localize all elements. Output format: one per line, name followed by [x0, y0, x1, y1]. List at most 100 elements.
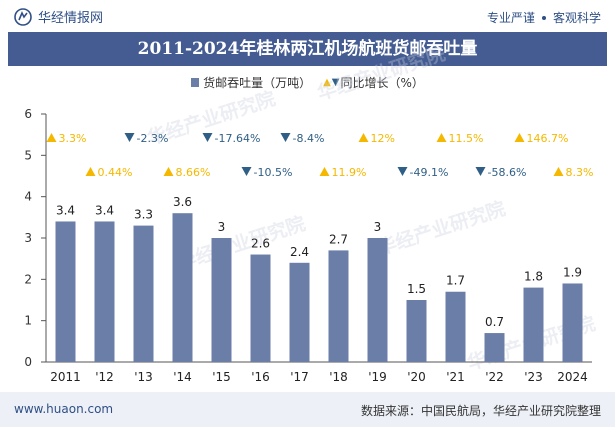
- y-tick-label: 2: [24, 272, 32, 286]
- bar-value-label: 3.4: [95, 203, 114, 217]
- y-tick-label: 3: [24, 231, 32, 245]
- legend-bar-swatch: [191, 78, 200, 87]
- x-tick-label: '16: [251, 370, 270, 384]
- bar: [94, 221, 115, 362]
- x-tick-label: '19: [368, 370, 387, 384]
- growth-label: -58.6%: [488, 166, 527, 179]
- x-tick-label: '13: [134, 370, 153, 384]
- growth-up-marker: [358, 133, 369, 142]
- growth-up-marker: [85, 167, 96, 176]
- growth-label: 0.44%: [98, 166, 133, 179]
- growth-down-marker: [124, 133, 135, 142]
- growth-up-marker: [46, 133, 57, 142]
- growth-up-marker: [163, 167, 174, 176]
- footer: www.huaon.com 数据来源：中国民航局，华经产业研究院整理: [0, 392, 615, 427]
- growth-up-marker: [514, 133, 525, 142]
- x-tick-label: 2024: [557, 370, 588, 384]
- chart-title: 2011-2024年桂林两江机场航班货邮吞吐量: [137, 39, 478, 59]
- bar: [406, 300, 427, 362]
- x-tick-label: '12: [95, 370, 114, 384]
- growth-label: 11.5%: [449, 132, 484, 145]
- bar-value-label: 2.6: [251, 237, 270, 251]
- footer-url[interactable]: www.huaon.com: [14, 402, 114, 416]
- bar-value-label: 3: [218, 220, 226, 234]
- legend-growth-label: 同比增长（%）: [340, 76, 424, 90]
- x-tick-label: 2011: [50, 370, 81, 384]
- x-tick-label: '14: [173, 370, 192, 384]
- bar: [367, 238, 388, 362]
- x-tick-label: '23: [524, 370, 543, 384]
- bar-value-label: 1.9: [563, 265, 582, 279]
- bar: [445, 291, 466, 362]
- growth-label: -2.3%: [137, 132, 169, 145]
- bar-value-label: 3.6: [173, 195, 192, 209]
- y-tick-label: 6: [24, 107, 32, 121]
- growth-label: 3.3%: [59, 132, 87, 145]
- x-tick-label: '21: [446, 370, 465, 384]
- bar-value-label: 1.8: [524, 270, 543, 284]
- x-tick-label: '18: [329, 370, 348, 384]
- growth-label: 146.7%: [527, 132, 569, 145]
- down-triangle-icon: ▼: [331, 77, 340, 88]
- growth-label: -8.4%: [293, 132, 325, 145]
- tagline-left: 专业严谨: [486, 11, 535, 25]
- y-tick-label: 1: [24, 314, 32, 328]
- bar: [133, 225, 154, 362]
- top-bar: 华经情报网 专业严谨 客观科学: [0, 0, 615, 32]
- tagline-dot: [541, 15, 546, 20]
- bar-value-label: 3.4: [56, 203, 75, 217]
- growth-label: 12%: [371, 132, 395, 145]
- bar: [250, 254, 271, 362]
- bar-value-label: 3.3: [134, 208, 153, 222]
- bar: [211, 238, 232, 362]
- bar-value-label: 1.5: [407, 282, 426, 296]
- growth-up-marker: [436, 133, 447, 142]
- bar-value-label: 2.4: [290, 245, 309, 259]
- growth-label: -10.5%: [254, 166, 293, 179]
- footer-source: 数据来源：中国民航局，华经产业研究院整理: [360, 404, 601, 418]
- growth-label: 8.3%: [566, 166, 594, 179]
- growth-down-marker: [280, 133, 291, 142]
- up-triangle-icon: ▲: [323, 77, 331, 88]
- growth-down-marker: [475, 167, 486, 176]
- chart-area: 华经产业研究院华经产业研究院华经产业研究院华经产业研究院华经产业研究院01234…: [24, 42, 598, 384]
- legend-item-growth: ▲ ▼ 同比增长（%）: [323, 74, 424, 91]
- bar-value-label: 1.7: [446, 274, 465, 288]
- legend-item-bar: 货邮吞吐量（万吨）: [191, 74, 311, 91]
- brand[interactable]: 华经情报网: [14, 7, 103, 26]
- y-tick-label: 0: [24, 355, 32, 369]
- bar: [172, 213, 193, 362]
- title-bar: 2011-2024年桂林两江机场航班货邮吞吐量: [8, 32, 607, 66]
- watermark-text: 华经产业研究院: [314, 42, 448, 105]
- growth-label: 8.66%: [176, 166, 211, 179]
- growth-down-marker: [241, 167, 252, 176]
- growth-label: -49.1%: [410, 166, 449, 179]
- legend: 货邮吞吐量（万吨） ▲ ▼ 同比增长（%）: [0, 74, 615, 91]
- growth-up-marker: [319, 167, 330, 176]
- growth-label: 11.9%: [332, 166, 367, 179]
- growth-down-marker: [397, 167, 408, 176]
- watermark-text: 华经产业研究院: [374, 197, 508, 260]
- tagline-right: 客观科学: [552, 11, 601, 25]
- bar-value-label: 2.7: [329, 232, 348, 246]
- growth-up-marker: [553, 167, 564, 176]
- legend-bar-label: 货邮吞吐量（万吨）: [203, 76, 312, 90]
- x-tick-label: '17: [290, 370, 309, 384]
- tagline: 专业严谨 客观科学: [487, 9, 601, 26]
- x-tick-label: '15: [212, 370, 231, 384]
- bar-value-label: 0.7: [485, 315, 504, 329]
- bar: [328, 250, 349, 362]
- bar-value-label: 3: [374, 220, 382, 234]
- watermark-text: 华经产业研究院: [174, 212, 308, 275]
- bar: [484, 333, 505, 362]
- x-tick-label: '20: [407, 370, 426, 384]
- brand-name: 华经情报网: [38, 11, 104, 26]
- growth-label: -17.64%: [215, 132, 261, 145]
- bar: [55, 221, 76, 362]
- bar: [523, 287, 544, 362]
- y-tick-label: 5: [24, 148, 32, 162]
- bar: [562, 283, 583, 362]
- growth-down-marker: [202, 133, 213, 142]
- huajing-logo-icon: [14, 7, 32, 26]
